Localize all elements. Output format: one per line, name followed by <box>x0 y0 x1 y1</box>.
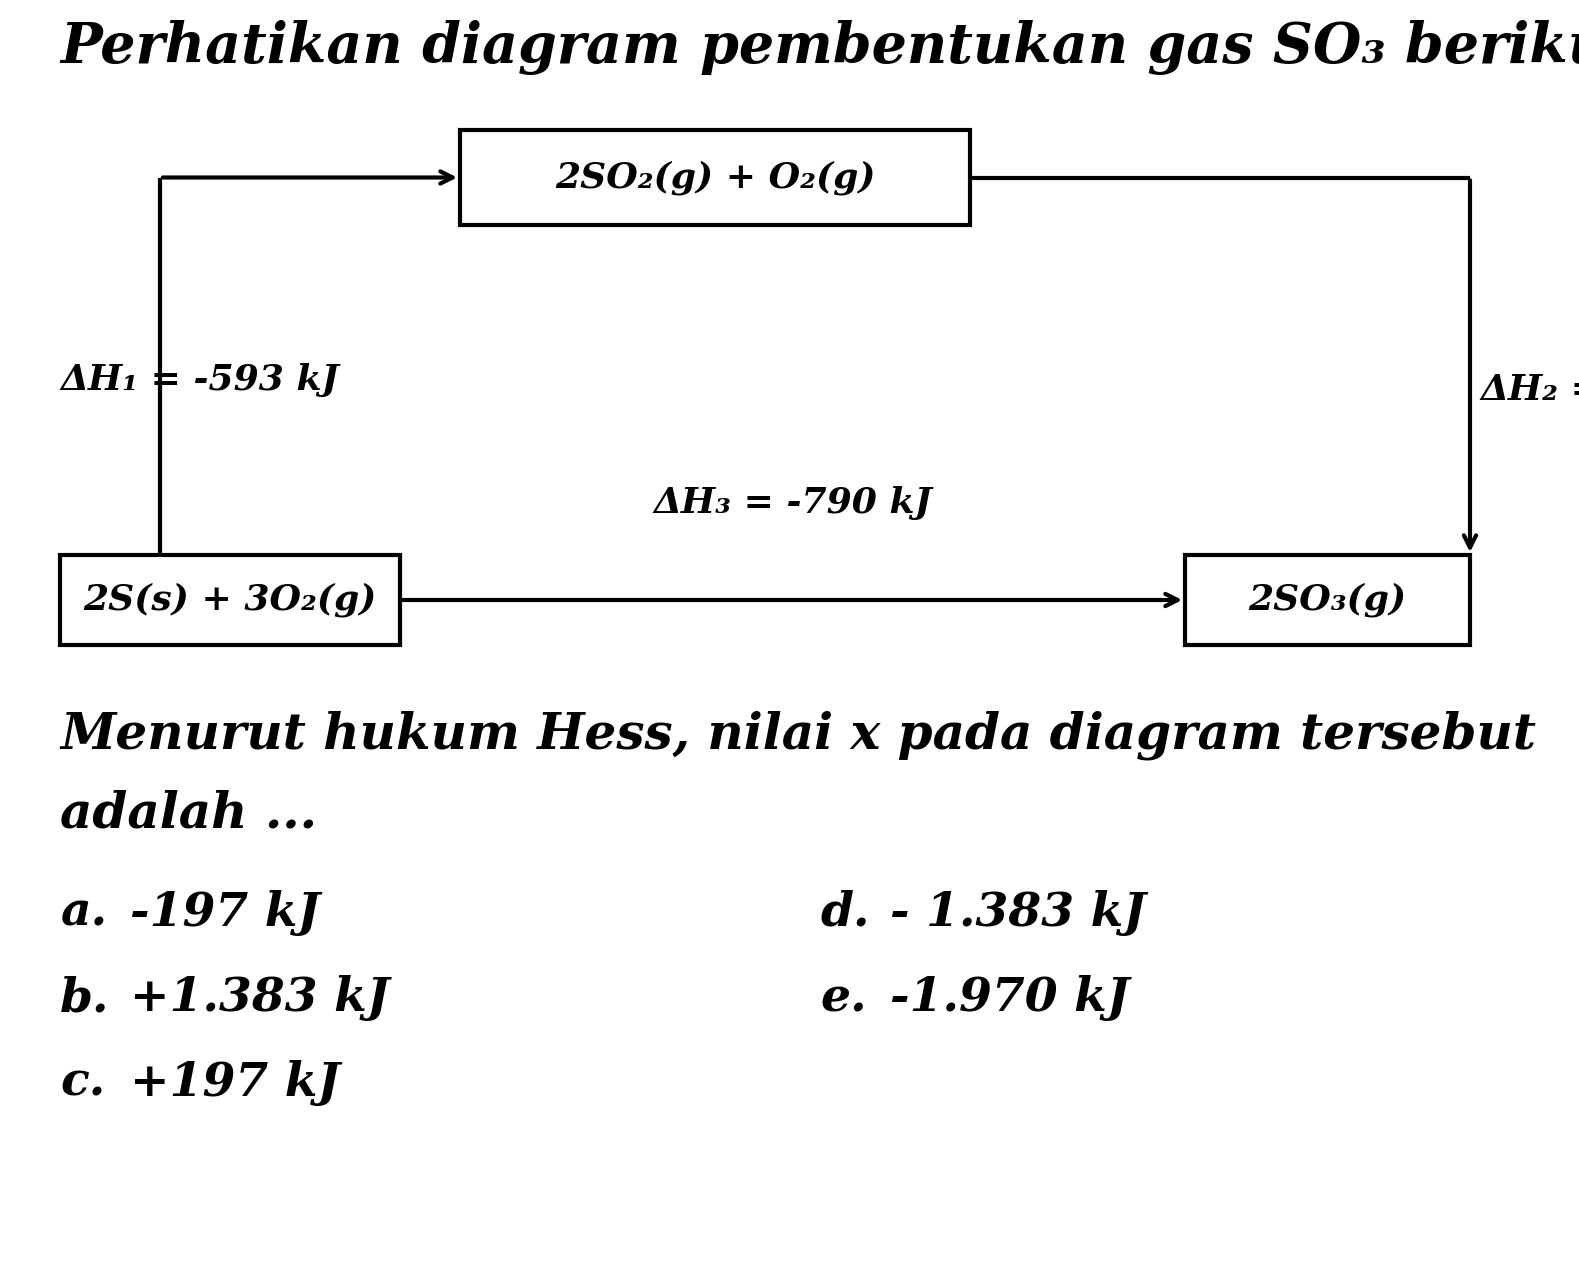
Text: c.: c. <box>60 1060 106 1106</box>
Text: 2SO₂(g) + O₂(g): 2SO₂(g) + O₂(g) <box>554 160 875 195</box>
Text: a.: a. <box>60 890 107 936</box>
Text: ΔH₂ = x kJ: ΔH₂ = x kJ <box>1480 372 1579 407</box>
Text: +1.383 kJ: +1.383 kJ <box>129 975 390 1021</box>
Text: Menurut hukum Hess, nilai x pada diagram tersebut: Menurut hukum Hess, nilai x pada diagram… <box>60 710 1536 759</box>
Text: e.: e. <box>820 975 867 1021</box>
Text: ΔH₃ = -790 kJ: ΔH₃ = -790 kJ <box>654 486 932 520</box>
Text: -1.970 kJ: -1.970 kJ <box>891 975 1129 1021</box>
Bar <box>1184 556 1470 645</box>
Text: ΔH₁ = -593 kJ: ΔH₁ = -593 kJ <box>60 364 338 397</box>
Text: adalah ...: adalah ... <box>60 790 317 838</box>
Text: Perhatikan diagram pembentukan gas SO₃ berikut.: Perhatikan diagram pembentukan gas SO₃ b… <box>60 20 1579 76</box>
Text: 2S(s) + 3O₂(g): 2S(s) + 3O₂(g) <box>84 582 377 617</box>
Text: 2SO₃(g): 2SO₃(g) <box>1249 582 1407 617</box>
Text: +197 kJ: +197 kJ <box>129 1060 339 1106</box>
Text: d.: d. <box>820 890 870 936</box>
Text: - 1.383 kJ: - 1.383 kJ <box>891 890 1146 936</box>
Bar <box>459 131 970 225</box>
Text: -197 kJ: -197 kJ <box>129 890 321 936</box>
Text: b.: b. <box>60 975 109 1021</box>
Bar <box>60 556 399 645</box>
